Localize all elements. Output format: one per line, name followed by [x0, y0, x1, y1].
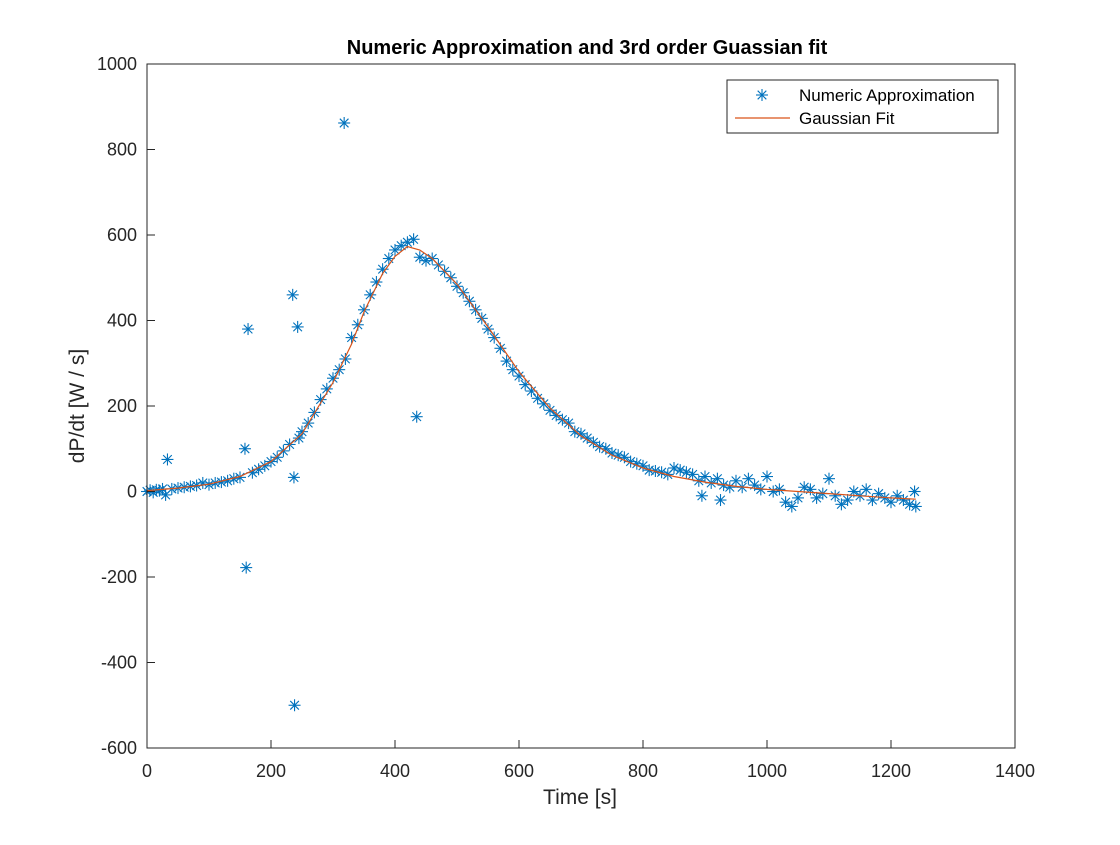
data-point: [242, 323, 255, 336]
data-point: [550, 409, 563, 422]
data-point: [287, 471, 300, 484]
data-point: [841, 494, 854, 507]
x-tick-label: 1400: [995, 761, 1035, 781]
data-point: [286, 288, 299, 301]
x-tick-label: 800: [628, 761, 658, 781]
data-point: [240, 561, 253, 574]
data-point: [823, 472, 835, 485]
legend-label-numeric-approximation: Numeric Approximation: [799, 86, 975, 105]
data-point: [345, 331, 358, 344]
x-axis: 0 200 400 600 800 1000 1200 1400: [142, 740, 1035, 781]
data-point: [785, 500, 798, 513]
y-tick-label: 600: [107, 225, 137, 245]
data-point: [338, 116, 351, 129]
y-axis-label: dP/dt [W / s]: [66, 349, 89, 463]
data-point: [410, 410, 423, 423]
data-point: [320, 382, 333, 395]
data-point: [908, 485, 921, 498]
x-tick-label: 200: [256, 761, 286, 781]
data-point: [695, 489, 708, 502]
y-tick-label: 400: [107, 311, 137, 331]
data-point: [779, 496, 792, 509]
data-point: [288, 699, 301, 712]
data-point: [618, 451, 631, 464]
x-tick-label: 400: [380, 761, 410, 781]
data-point: [897, 494, 910, 507]
y-tick-label: 0: [127, 482, 137, 502]
data-point: [413, 251, 426, 264]
data-point: [810, 491, 823, 504]
y-tick-label: -600: [101, 738, 137, 758]
data-point: [903, 498, 916, 511]
data-point: [292, 432, 305, 445]
data-point: [761, 470, 773, 483]
legend-asterisk: [756, 89, 768, 101]
data-point: [159, 488, 172, 501]
data-point: [238, 442, 251, 455]
marks-layer: [141, 116, 922, 712]
data-point: [714, 494, 727, 507]
data-point: [829, 489, 842, 502]
data-point: [860, 483, 873, 496]
plot-area-border: [146, 63, 1016, 749]
x-tick-label: 1000: [747, 761, 787, 781]
x-tick-label: 1200: [871, 761, 911, 781]
legend-box: [726, 79, 999, 134]
data-point: [909, 500, 922, 513]
data-point: [804, 483, 817, 496]
data-point: [792, 491, 804, 504]
x-axis-label: Time [s]: [543, 786, 617, 809]
data-point: [339, 352, 352, 365]
y-tick-label: 1000: [97, 54, 137, 74]
data-point: [773, 483, 786, 496]
legend: Numeric Approximation Gaussian Fit: [726, 79, 999, 134]
y-tick-label: 200: [107, 396, 137, 416]
data-point: [562, 417, 575, 430]
y-tick-label: 800: [107, 140, 137, 160]
data-point: [581, 432, 594, 445]
x-tick-label: 600: [504, 761, 534, 781]
y-tick-label: -200: [101, 567, 137, 587]
y-axis: -600 -400 -200 0 200 400 600 800 1000: [97, 54, 155, 758]
data-point: [395, 239, 408, 252]
data-point: [544, 404, 556, 417]
legend-label-gaussian-fit: Gaussian Fit: [799, 109, 895, 128]
y-tick-label: -400: [101, 653, 137, 673]
data-point: [376, 263, 389, 276]
data-point: [835, 498, 848, 511]
x-tick-label: 0: [142, 761, 152, 781]
data-point: [291, 320, 304, 333]
data-point: [358, 303, 370, 316]
data-point: [389, 243, 401, 256]
gaussian-fit-line: [146, 245, 916, 500]
chart-title: Numeric Approximation and 3rd order Guas…: [347, 37, 828, 59]
data-point: [407, 233, 420, 246]
data-point: [161, 453, 174, 466]
data-point: [500, 355, 513, 368]
data-point: [575, 427, 587, 440]
legend-marker-asterisk-icon: [756, 89, 768, 101]
